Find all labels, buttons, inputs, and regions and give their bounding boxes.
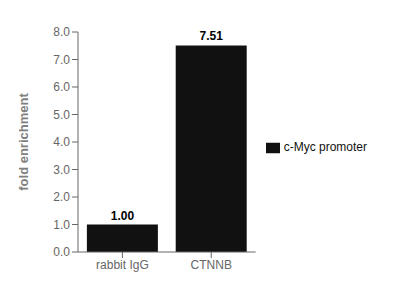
svg-text:7.51: 7.51	[200, 29, 224, 43]
html-text:c-Myc promoter: c-Myc promoter	[283, 140, 367, 155]
svg-text:5.0: 5.0	[53, 108, 70, 122]
svg-text:6.0: 6.0	[53, 80, 70, 94]
svg-text:8.0: 8.0	[53, 25, 70, 39]
svg-text:3.0: 3.0	[53, 163, 70, 177]
svg-text:7.0: 7.0	[53, 53, 70, 67]
svg-text:fold enrichment: fold enrichment	[16, 93, 31, 191]
svg-text:rabbit IgG: rabbit IgG	[96, 258, 149, 272]
svg-text:4.0: 4.0	[53, 135, 70, 149]
svg-text:0.0: 0.0	[53, 245, 70, 259]
svg-text:1.0: 1.0	[53, 218, 70, 232]
svg-text:CTNNB: CTNNB	[191, 258, 232, 272]
svg-text:2.0: 2.0	[53, 190, 70, 204]
svg-text:1.00: 1.00	[111, 209, 135, 223]
